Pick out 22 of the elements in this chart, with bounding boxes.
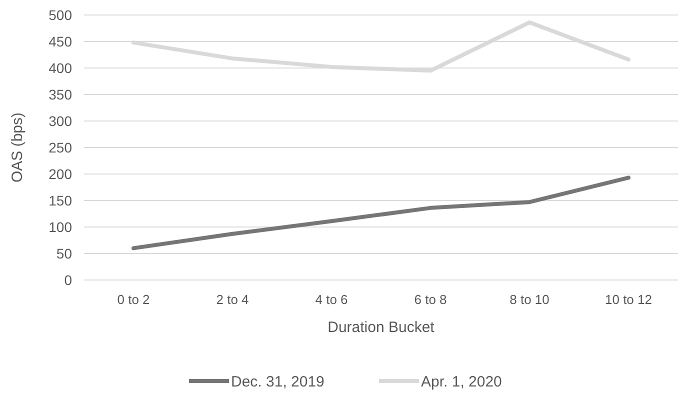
x-tick-label: 10 to 12 xyxy=(605,292,652,307)
y-tick-label: 0 xyxy=(64,272,72,288)
y-tick-label: 50 xyxy=(56,245,72,262)
x-axis-title: Duration Bucket xyxy=(328,319,436,336)
legend-label: Dec. 31, 2019 xyxy=(231,373,324,390)
y-tick-label: 300 xyxy=(48,112,72,129)
y-axis-title: OAS (bps) xyxy=(9,112,26,183)
x-tick-label: 6 to 8 xyxy=(414,292,447,307)
y-tick-label: 150 xyxy=(48,192,72,208)
y-tick-label: 200 xyxy=(48,166,72,182)
y-tick-label: 450 xyxy=(48,33,72,50)
legend-label: Apr. 1, 2020 xyxy=(421,373,502,390)
y-tick-label: 500 xyxy=(48,6,72,23)
y-tick-label: 100 xyxy=(48,218,72,235)
x-tick-label: 4 to 6 xyxy=(315,292,348,307)
x-tick-label: 2 to 4 xyxy=(216,292,249,307)
x-tick-label: 0 to 2 xyxy=(117,292,150,307)
line-series xyxy=(132,176,630,250)
y-tick-label: 400 xyxy=(48,60,72,76)
y-tick-label: 250 xyxy=(48,139,72,156)
x-tick-label: 8 to 10 xyxy=(510,292,550,307)
y-tick-label: 350 xyxy=(48,86,72,102)
